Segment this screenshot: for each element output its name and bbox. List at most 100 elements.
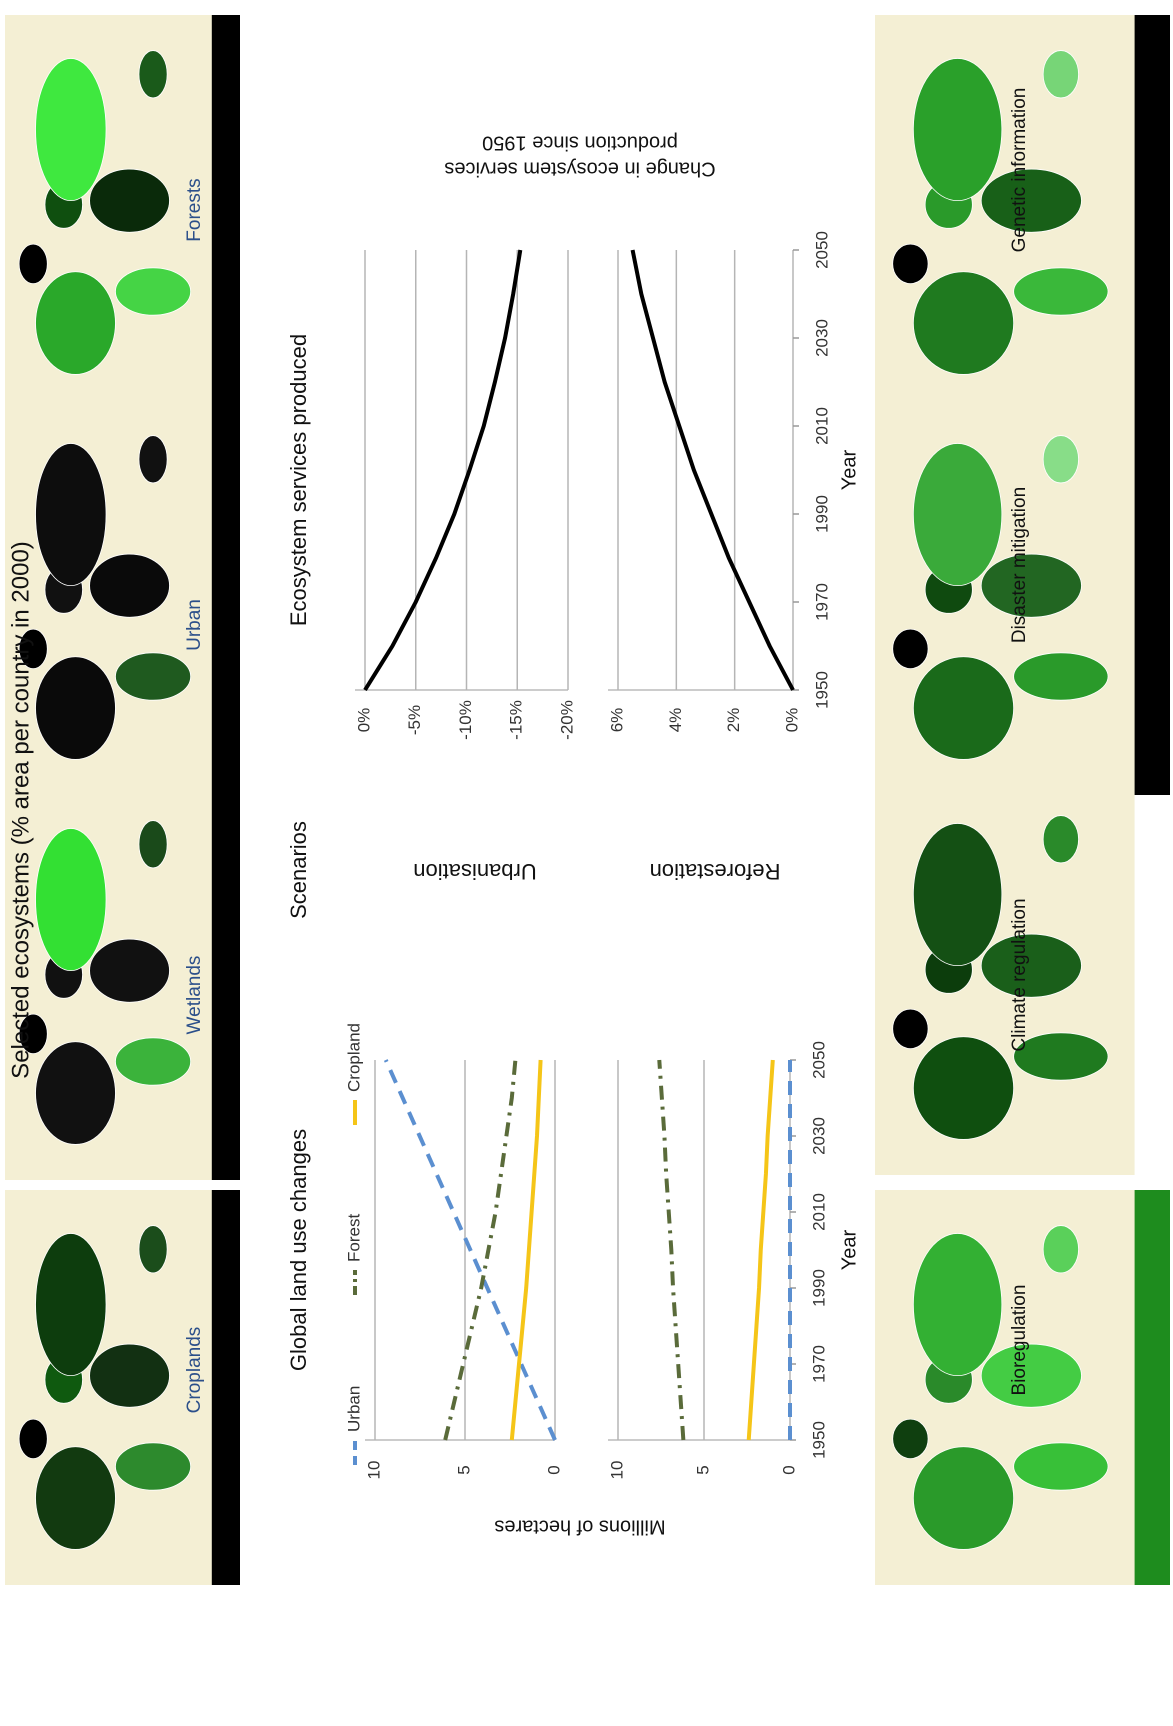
map-region <box>139 51 167 98</box>
legend-label: Cropland <box>344 1023 363 1092</box>
series-line <box>633 250 793 690</box>
map-region <box>913 1233 1002 1375</box>
map-label: Disaster mitigation <box>1009 487 1030 643</box>
x-tick-label: 2010 <box>812 407 831 445</box>
map-region <box>981 169 1081 232</box>
map-region <box>36 1447 116 1550</box>
y-tick-label: 0 <box>779 1465 798 1474</box>
section-title: Ecosystem services produced <box>286 334 311 626</box>
map-antarctica <box>1135 400 1170 795</box>
figure-title: Selected ecosystems (% area per country … <box>7 541 34 1079</box>
map-region <box>36 657 116 760</box>
map-region <box>893 244 928 284</box>
series-line <box>445 1060 515 1440</box>
x-tick-label: 1950 <box>809 1421 828 1459</box>
map-region <box>115 653 190 700</box>
y-tick-label: 0 <box>544 1465 563 1474</box>
map-region <box>1043 1226 1078 1273</box>
y-axis-label: Change in ecosystem services <box>444 158 715 180</box>
x-tick-label: 1970 <box>812 583 831 621</box>
series-line <box>365 250 520 690</box>
map-antarctica <box>212 400 240 795</box>
x-tick-label: 2050 <box>809 1041 828 1079</box>
series-line <box>512 1060 541 1440</box>
x-tick-label: 2010 <box>809 1193 828 1231</box>
map-region <box>19 244 47 284</box>
section-title: Global land use changes <box>286 1129 311 1371</box>
map-region <box>115 1443 190 1490</box>
map-antarctica <box>1135 15 1170 410</box>
map-region <box>139 436 167 483</box>
y-tick-label: 0% <box>354 708 373 733</box>
y-tick-label: 0% <box>782 708 801 733</box>
y-tick-label: -10% <box>456 700 475 740</box>
map-region <box>913 443 1002 585</box>
map-region <box>913 1037 1013 1140</box>
map-region <box>913 1447 1013 1550</box>
map-region <box>981 934 1081 997</box>
map-region <box>36 443 107 585</box>
map-region <box>1043 436 1078 483</box>
map-label: Climate regulation <box>1009 898 1030 1051</box>
map-region <box>1043 816 1078 863</box>
x-tick-label: 2030 <box>809 1117 828 1155</box>
map-antarctica <box>212 15 240 410</box>
y-tick-label: 10 <box>607 1461 626 1480</box>
scenario-label: Urbanisation <box>413 859 537 884</box>
series-line <box>749 1060 773 1440</box>
x-tick-label: 2050 <box>812 231 831 269</box>
legend-label: Forest <box>344 1214 363 1262</box>
y-tick-label: 5 <box>454 1465 473 1474</box>
map-region <box>19 1419 47 1459</box>
legend-label: Urban <box>344 1386 363 1432</box>
series-line <box>659 1060 683 1440</box>
map-region <box>115 1038 190 1085</box>
y-tick-label: -20% <box>557 700 576 740</box>
map-region <box>36 272 116 375</box>
y-axis-label: Millions of hectares <box>494 1516 665 1538</box>
map-region <box>893 629 928 669</box>
x-tick-label: 1950 <box>812 671 831 709</box>
map-region <box>90 554 170 617</box>
map-label: Croplands <box>184 1327 205 1414</box>
x-tick-label: 1970 <box>809 1345 828 1383</box>
map-region <box>981 554 1081 617</box>
map-region <box>36 1233 107 1375</box>
map-region <box>913 272 1013 375</box>
x-axis-label: Year <box>838 449 860 490</box>
y-tick-label: -15% <box>507 700 526 740</box>
x-axis-label: Year <box>838 1229 860 1270</box>
map-region <box>913 657 1013 760</box>
map-region <box>115 268 190 315</box>
map-region <box>36 828 107 970</box>
page: { "title": "Selected ecosystems (% area … <box>0 0 1173 1726</box>
map-region <box>913 823 1002 965</box>
map-region <box>90 1344 170 1407</box>
map-antarctica <box>1135 1190 1170 1585</box>
map-region <box>981 1344 1081 1407</box>
map-label: Wetlands <box>184 956 205 1035</box>
map-antarctica <box>212 785 240 1180</box>
map-region <box>1014 268 1108 315</box>
map-region <box>139 1226 167 1273</box>
y-tick-label: 2% <box>724 708 743 733</box>
map-label: Genetic information <box>1009 88 1030 253</box>
y-tick-label: 10 <box>364 1461 383 1480</box>
map-region <box>1014 653 1108 700</box>
map-antarctica <box>212 1190 240 1585</box>
map-region <box>90 939 170 1002</box>
map-region <box>913 58 1002 200</box>
map-region <box>893 1009 928 1049</box>
x-tick-label: 1990 <box>809 1269 828 1307</box>
scenario-label: Reforestation <box>650 859 781 884</box>
figure: Selected ecosystems (% area per country … <box>0 0 1173 1726</box>
y-tick-label: 4% <box>666 708 685 733</box>
map <box>5 400 240 795</box>
map-region <box>1043 51 1078 98</box>
y-tick-label: -5% <box>405 705 424 735</box>
y-tick-label: 5 <box>693 1465 712 1474</box>
x-tick-label: 2030 <box>812 319 831 357</box>
map-label: Urban <box>184 599 205 651</box>
x-tick-label: 1990 <box>812 495 831 533</box>
map-label: Bioregulation <box>1009 1285 1030 1396</box>
